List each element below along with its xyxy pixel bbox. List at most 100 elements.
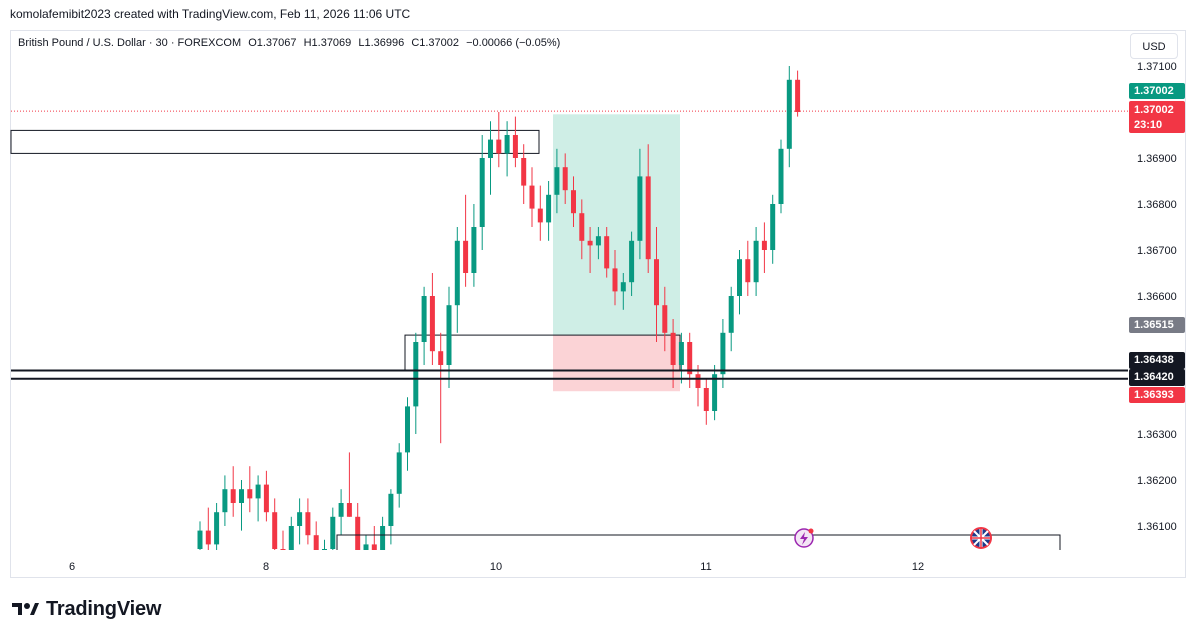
last-price-countdown: 23:10	[1134, 119, 1162, 131]
chart-frame	[10, 30, 1186, 578]
candle-body	[761, 240, 767, 250]
candle-body	[587, 240, 593, 246]
candle-body	[438, 351, 444, 365]
candle-body	[537, 208, 543, 223]
candle-body	[504, 135, 510, 154]
candle-body	[429, 296, 435, 352]
candle-body	[388, 493, 394, 526]
candle-body	[380, 526, 386, 559]
candle-body	[355, 516, 361, 559]
candle-body	[678, 342, 684, 365]
y-tick-label: 1.36800	[1137, 199, 1177, 211]
last-price-label: 1.37002	[1134, 104, 1174, 116]
events-strip	[336, 534, 1061, 550]
candle-body	[263, 484, 269, 513]
candle-body	[795, 79, 801, 112]
level-price-label: 1.36420	[1134, 371, 1174, 383]
candle-body	[720, 332, 726, 375]
chart-credit: komolafemibit2023 created with TradingVi…	[10, 7, 411, 21]
candle-body	[421, 296, 427, 342]
candle-body	[313, 535, 319, 559]
candle-body	[778, 148, 784, 204]
ohlc-close: C1.37002	[411, 37, 460, 49]
candle-body	[512, 135, 518, 158]
candle-body	[255, 484, 261, 499]
candle-body	[629, 240, 635, 283]
y-tick-label: 1.36600	[1137, 291, 1177, 303]
entry-price-label: 1.36393	[1134, 389, 1174, 401]
candle-body	[463, 240, 469, 273]
tradingview-logo-icon	[12, 603, 39, 615]
candle-body	[579, 213, 585, 241]
currency-selector[interactable]: USD	[1130, 33, 1178, 59]
candle-body	[197, 530, 203, 549]
candle-body	[305, 512, 311, 536]
symbol-legend[interactable]: British Pound / U.S. Dollar · 30 · FOREX…	[18, 37, 564, 49]
candle-body	[338, 503, 344, 517]
supply-zone-box[interactable]	[10, 129, 540, 154]
tradingview-footer: TradingView	[10, 597, 161, 621]
candle-body	[521, 158, 527, 186]
candle-body	[546, 194, 552, 223]
candle-body	[496, 139, 502, 154]
candle-body	[488, 139, 493, 158]
candle-body	[604, 236, 610, 269]
candle-body	[687, 342, 693, 375]
candle-body	[645, 176, 651, 260]
candle-body	[222, 489, 228, 513]
candle-body	[330, 516, 336, 549]
candle-body	[288, 526, 294, 559]
candle-body	[562, 167, 568, 191]
candle-body	[297, 512, 303, 526]
position-stop-zone[interactable]	[553, 335, 680, 392]
last-price-label-box	[1129, 101, 1185, 133]
ohlc-change: −0.00066 (−0.05%)	[466, 37, 561, 49]
y-tick-label: 1.36200	[1137, 475, 1177, 487]
candle-body	[239, 489, 244, 503]
ohlc-open: O1.37067	[248, 37, 297, 49]
candle-body	[595, 236, 601, 246]
candle-body	[695, 374, 701, 388]
entry-price-label-box	[1129, 387, 1185, 403]
candle-body	[396, 452, 402, 494]
candle-body	[205, 530, 211, 545]
candle-body	[413, 342, 419, 407]
close-price-label-box	[1129, 83, 1185, 99]
candle-body	[272, 512, 278, 549]
candle-body	[753, 240, 759, 283]
candle-body	[446, 305, 452, 365]
x-tick-label: 11	[700, 561, 711, 573]
candle-body	[745, 259, 751, 283]
close-price-label: 1.37002	[1134, 85, 1174, 97]
y-tick-label: 1.37100	[1137, 61, 1177, 73]
uk-flag-cross-red	[972, 529, 990, 547]
y-tick-label: 1.36100	[1137, 521, 1177, 533]
candle-body	[728, 296, 734, 333]
candle-body	[662, 305, 668, 333]
candle-body	[703, 388, 709, 411]
stop-price-label-box	[1129, 317, 1185, 333]
position-target-zone[interactable]	[553, 114, 680, 336]
y-tick-label: 1.36900	[1137, 153, 1177, 165]
level-price-label: 1.36438	[1134, 354, 1174, 366]
flash-event-dot	[808, 528, 814, 534]
candle-body	[554, 167, 560, 195]
ohlc-high: H1.37069	[303, 37, 352, 49]
candle-body	[479, 158, 485, 227]
ohlc-low: L1.36996	[358, 37, 405, 49]
candle-body	[786, 79, 792, 149]
x-tick-label: 8	[263, 561, 269, 573]
candle-body	[571, 190, 576, 214]
time-axis-background	[11, 550, 1128, 577]
candle-body	[247, 489, 253, 499]
symbol-name: British Pound / U.S. Dollar · 30 · FOREX…	[18, 37, 242, 49]
tradingview-brand: TradingView	[46, 597, 162, 620]
stop-price-label: 1.36515	[1134, 319, 1174, 331]
y-tick-label: 1.36700	[1137, 245, 1177, 257]
candle-body	[654, 259, 659, 306]
candle-body	[637, 176, 643, 241]
candle-body	[770, 204, 776, 250]
flash-event-glyph	[800, 532, 808, 545]
candle-body	[712, 374, 718, 411]
